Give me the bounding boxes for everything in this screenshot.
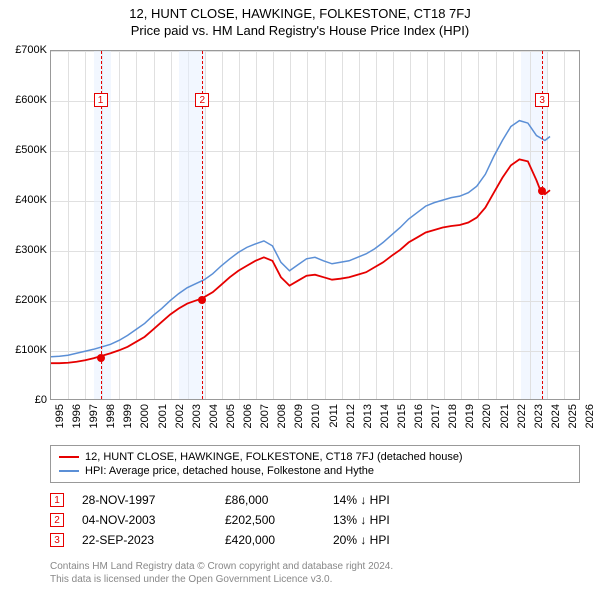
y-axis-label: £0: [0, 394, 47, 406]
legend-item-hpi: HPI: Average price, detached house, Folk…: [59, 464, 571, 478]
legend-swatch-hpi: [59, 470, 79, 472]
y-axis-label: £200K: [0, 294, 47, 306]
x-axis-label: 2009: [293, 404, 305, 428]
sale-point: [538, 187, 546, 195]
x-axis-label: 2025: [567, 404, 579, 428]
legend-label-property: 12, HUNT CLOSE, HAWKINGE, FOLKESTONE, CT…: [85, 451, 463, 463]
x-axis-label: 2001: [157, 404, 169, 428]
y-axis-label: £400K: [0, 194, 47, 206]
y-axis-label: £500K: [0, 144, 47, 156]
x-axis-label: 2013: [362, 404, 374, 428]
x-axis-label: 2003: [191, 404, 203, 428]
sale-diff-1: 14% ↓ HPI: [333, 493, 443, 507]
sale-row-1: 1 28-NOV-1997 £86,000 14% ↓ HPI: [50, 490, 580, 510]
x-axis-label: 2000: [139, 404, 151, 428]
x-axis-label: 2007: [259, 404, 271, 428]
x-axis-label: 2026: [584, 404, 596, 428]
x-axis-label: 2017: [430, 404, 442, 428]
x-axis-label: 2011: [328, 404, 340, 428]
x-axis-label: 2021: [499, 404, 511, 428]
x-axis-label: 2014: [379, 404, 391, 428]
sale-point: [198, 296, 206, 304]
address-title: 12, HUNT CLOSE, HAWKINGE, FOLKESTONE, CT…: [0, 6, 600, 21]
x-axis-label: 2018: [447, 404, 459, 428]
x-axis-label: 2012: [345, 404, 357, 428]
y-axis-label: £300K: [0, 244, 47, 256]
x-axis-label: 2024: [550, 404, 562, 428]
x-axis-label: 1997: [88, 404, 100, 428]
legend-swatch-property: [59, 456, 79, 458]
x-axis-label: 2015: [396, 404, 408, 428]
x-axis-label: 2002: [174, 404, 186, 428]
y-axis-label: £600K: [0, 94, 47, 106]
sale-marker-3: 3: [50, 533, 64, 547]
y-axis-label: £100K: [0, 344, 47, 356]
footer: Contains HM Land Registry data © Crown c…: [50, 560, 580, 586]
x-axis-label: 2008: [276, 404, 288, 428]
sale-point: [97, 354, 105, 362]
sale-price-1: £86,000: [225, 493, 315, 507]
sale-diff-2: 13% ↓ HPI: [333, 513, 443, 527]
x-axis-label: 1999: [122, 404, 134, 428]
sale-price-2: £202,500: [225, 513, 315, 527]
chart-marker-2: 2: [195, 93, 209, 107]
sale-price-3: £420,000: [225, 533, 315, 547]
chart-marker-1: 1: [94, 93, 108, 107]
sales-table: 1 28-NOV-1997 £86,000 14% ↓ HPI 2 04-NOV…: [50, 490, 580, 550]
sale-row-3: 3 22-SEP-2023 £420,000 20% ↓ HPI: [50, 530, 580, 550]
x-axis-label: 2019: [464, 404, 476, 428]
legend-label-hpi: HPI: Average price, detached house, Folk…: [85, 465, 374, 477]
x-axis-label: 2010: [310, 404, 322, 428]
x-axis-label: 2022: [516, 404, 528, 428]
subtitle: Price paid vs. HM Land Registry's House …: [0, 23, 600, 38]
sale-diff-3: 20% ↓ HPI: [333, 533, 443, 547]
legend-item-property: 12, HUNT CLOSE, HAWKINGE, FOLKESTONE, CT…: [59, 450, 571, 464]
sale-date-3: 22-SEP-2023: [82, 533, 207, 547]
x-axis-label: 1998: [105, 404, 117, 428]
legend: 12, HUNT CLOSE, HAWKINGE, FOLKESTONE, CT…: [50, 445, 580, 483]
chart-plot-area: 1 2 3: [50, 50, 580, 400]
chart-svg: [51, 51, 579, 399]
footer-line2: This data is licensed under the Open Gov…: [50, 573, 580, 586]
x-axis-label: 1996: [71, 404, 83, 428]
x-axis-label: 2020: [481, 404, 493, 428]
sale-date-2: 04-NOV-2003: [82, 513, 207, 527]
chart-container: 12, HUNT CLOSE, HAWKINGE, FOLKESTONE, CT…: [0, 0, 600, 590]
footer-line1: Contains HM Land Registry data © Crown c…: [50, 560, 580, 573]
x-axis-label: 2023: [533, 404, 545, 428]
y-axis-label: £700K: [0, 44, 47, 56]
x-axis-label: 2006: [242, 404, 254, 428]
x-axis-label: 2004: [208, 404, 220, 428]
sale-marker-2: 2: [50, 513, 64, 527]
sale-row-2: 2 04-NOV-2003 £202,500 13% ↓ HPI: [50, 510, 580, 530]
chart-marker-3: 3: [535, 93, 549, 107]
sale-date-1: 28-NOV-1997: [82, 493, 207, 507]
x-axis-label: 1995: [54, 404, 66, 428]
sale-marker-1: 1: [50, 493, 64, 507]
x-axis-label: 2016: [413, 404, 425, 428]
title-block: 12, HUNT CLOSE, HAWKINGE, FOLKESTONE, CT…: [0, 0, 600, 38]
x-axis-label: 2005: [225, 404, 237, 428]
